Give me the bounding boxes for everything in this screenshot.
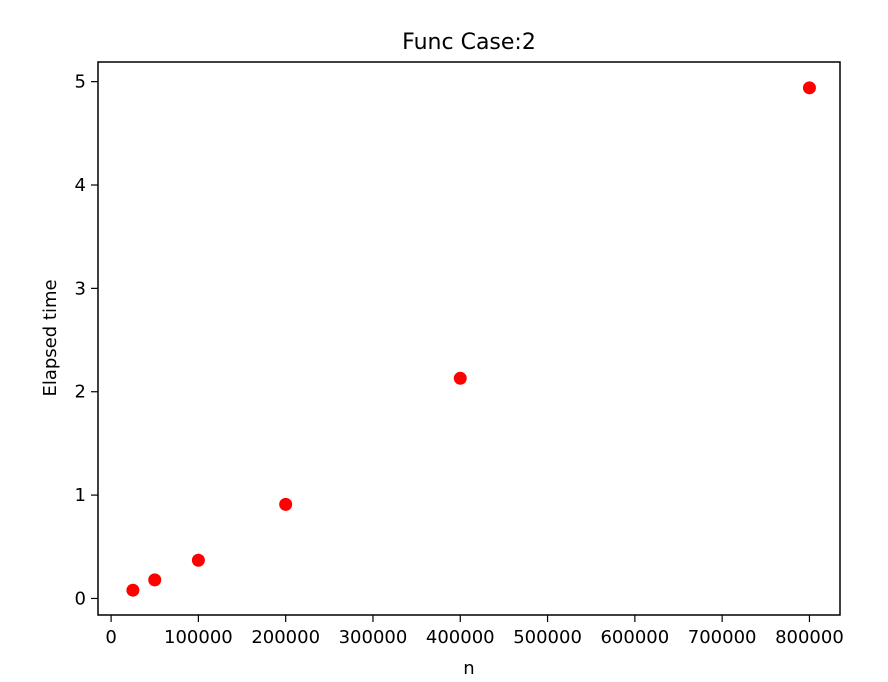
x-tick-label: 600000 (600, 627, 669, 648)
x-axis-label: n (463, 658, 474, 679)
x-tick-label: 800000 (775, 627, 844, 648)
plot-frame (97, 61, 841, 616)
y-tick-label: 3 (75, 278, 86, 299)
y-tick-label: 5 (75, 72, 86, 93)
y-axis-ticks: 0 1 2 3 4 5 (75, 72, 98, 609)
x-tick-label: 200000 (251, 627, 320, 648)
data-point (126, 583, 140, 597)
x-tick-label: 700000 (688, 627, 757, 648)
data-point (148, 573, 162, 587)
data-point (279, 497, 293, 511)
x-tick-label: 100000 (164, 627, 233, 648)
data-point (191, 553, 205, 567)
y-tick-label: 1 (75, 485, 86, 506)
x-tick-label: 300000 (339, 627, 408, 648)
y-tick-label: 2 (75, 382, 86, 403)
y-tick-label: 0 (75, 588, 86, 609)
x-axis-ticks: 0 100000 200000 300000 400000 500000 600000 700… (105, 615, 844, 648)
data-point (453, 371, 467, 385)
data-point (802, 81, 816, 95)
x-tick-label: 400000 (426, 627, 495, 648)
x-tick-label: 0 (105, 627, 116, 648)
chart-title: Func Case:2 (402, 30, 536, 55)
y-tick-label: 4 (75, 175, 86, 196)
y-axis-label: Elapsed time (40, 279, 61, 396)
data-points (126, 81, 816, 597)
x-tick-label: 500000 (513, 627, 582, 648)
